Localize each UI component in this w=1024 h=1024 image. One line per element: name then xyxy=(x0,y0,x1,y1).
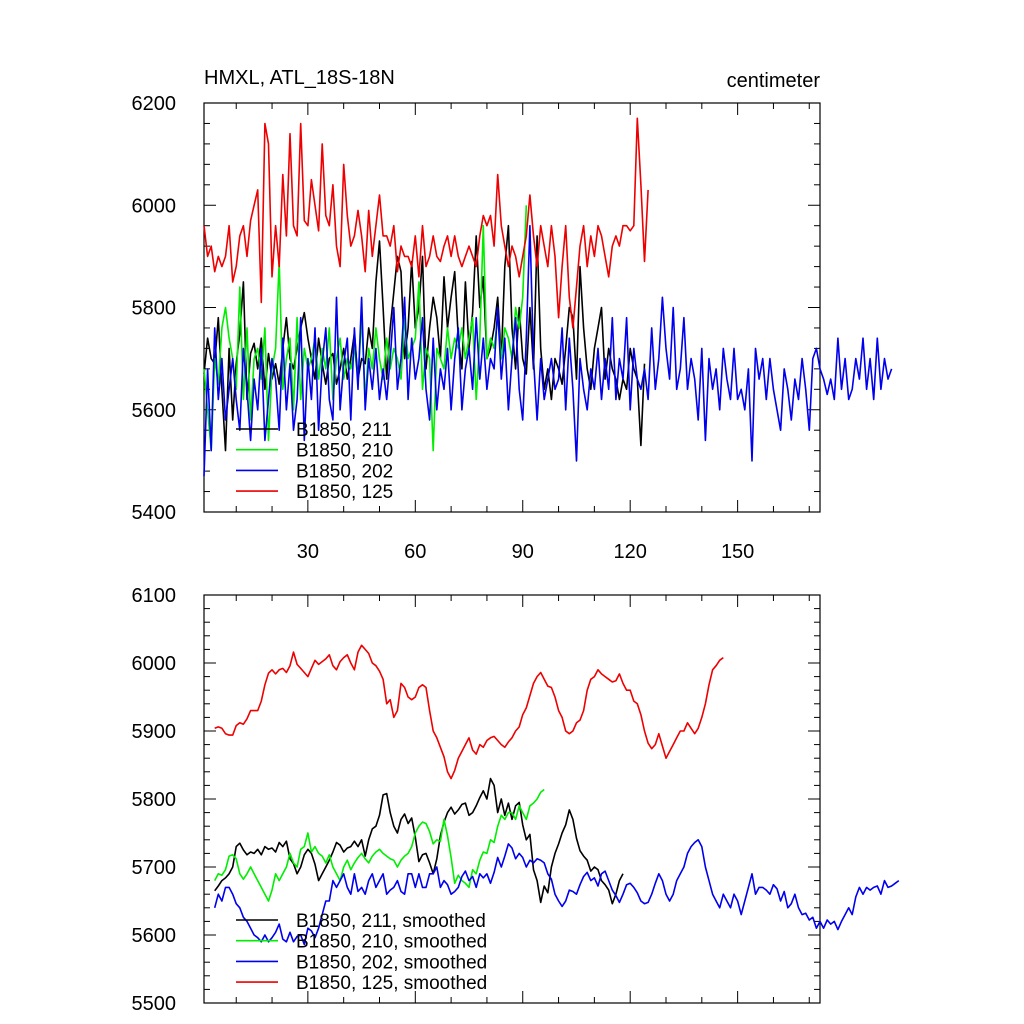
y-tick-label: 6000 xyxy=(132,653,177,675)
y-tick-label: 5600 xyxy=(132,400,177,422)
series-line-3 xyxy=(214,644,724,780)
legend-label: B1850, 211, smoothed xyxy=(296,911,486,932)
y-tick-label: 5600 xyxy=(132,925,177,947)
y-tick-label: 5800 xyxy=(132,298,177,320)
x-tick-label: 150 xyxy=(721,541,754,563)
bottom-panel: 5500 5600 5700 5800 5900 6000 6100 B1850, 211, … xyxy=(132,585,900,1015)
units-label: centimeter xyxy=(727,70,821,92)
series-line-1 xyxy=(213,788,545,902)
y-tick-label: 5400 xyxy=(132,502,177,524)
legend-label: B1850, 125, smoothed xyxy=(296,973,487,994)
legend-label: B1850, 125 xyxy=(296,482,393,503)
y-tick-label: 5800 xyxy=(132,789,177,811)
x-tick-label: 120 xyxy=(613,541,646,563)
legend-label: B1850, 202, smoothed xyxy=(296,952,487,973)
series-line-2 xyxy=(213,838,900,946)
y-tick-label: 5700 xyxy=(132,857,177,879)
legend-label: B1850, 210 xyxy=(296,441,393,462)
series-line-0 xyxy=(214,777,624,905)
x-tick-label: 30 xyxy=(297,541,319,563)
x-tick-label: 90 xyxy=(512,541,534,563)
top-panel: 5400 5600 5800 6000 6200 30 60 90 120 150 B1850, 2… xyxy=(132,93,893,563)
y-tick-label: 6000 xyxy=(132,195,177,217)
series-line-2 xyxy=(203,224,893,477)
chart-title: HMXL, ATL_18S-18N xyxy=(204,67,395,89)
x-tick-label: 60 xyxy=(404,541,426,563)
legend-label: B1850, 202 xyxy=(296,461,393,482)
y-tick-label: 5900 xyxy=(132,721,177,743)
y-tick-label: 6200 xyxy=(132,93,177,115)
legend-label: B1850, 210, smoothed xyxy=(296,932,487,953)
legend-label: B1850, 211 xyxy=(296,420,392,441)
y-tick-label: 6100 xyxy=(132,585,177,607)
series-line-3 xyxy=(203,117,649,329)
y-tick-label: 5500 xyxy=(132,993,177,1015)
